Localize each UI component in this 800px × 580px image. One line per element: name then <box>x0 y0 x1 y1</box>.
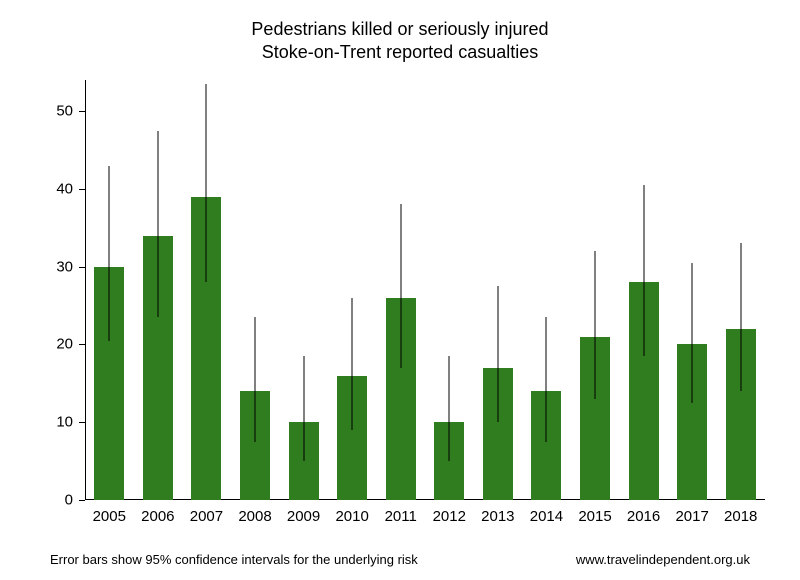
error-bar <box>206 84 207 282</box>
y-tick-label: 50 <box>33 103 73 120</box>
footer-note-left: Error bars show 95% confidence intervals… <box>50 552 418 567</box>
x-tick-label: 2005 <box>93 508 126 525</box>
error-bar <box>692 263 693 403</box>
error-bar <box>303 356 304 461</box>
y-tick-label: 20 <box>33 336 73 353</box>
x-tick-label: 2008 <box>238 508 271 525</box>
x-axis-line <box>85 499 765 500</box>
error-bar <box>497 286 498 422</box>
error-bar <box>740 243 741 391</box>
chart-title-line1: Pedestrians killed or seriously injured <box>0 18 800 41</box>
y-tick <box>79 267 85 268</box>
x-tick-label: 2009 <box>287 508 320 525</box>
y-tick <box>79 111 85 112</box>
error-bar <box>400 204 401 367</box>
error-bar <box>449 356 450 461</box>
error-bar <box>595 251 596 399</box>
footer-note-right: www.travelindependent.org.uk <box>576 552 750 567</box>
y-tick-label: 40 <box>33 180 73 197</box>
x-tick-label: 2018 <box>724 508 757 525</box>
x-tick-label: 2014 <box>530 508 563 525</box>
x-tick-label: 2011 <box>385 508 417 525</box>
x-tick-label: 2015 <box>578 508 611 525</box>
chart-title-line2: Stoke-on-Trent reported casualties <box>0 41 800 64</box>
y-tick <box>79 500 85 501</box>
x-tick-label: 2006 <box>141 508 174 525</box>
x-tick-label: 2012 <box>433 508 466 525</box>
chart-container: Pedestrians killed or seriously injured … <box>0 0 800 580</box>
y-tick-label: 30 <box>33 258 73 275</box>
error-bar <box>109 166 110 341</box>
y-axis-line <box>85 80 86 500</box>
x-tick-label: 2013 <box>481 508 514 525</box>
x-tick-label: 2010 <box>335 508 368 525</box>
error-bar <box>157 131 158 318</box>
error-bar <box>255 317 256 441</box>
x-tick-label: 2017 <box>675 508 708 525</box>
x-tick-label: 2007 <box>190 508 223 525</box>
error-bar <box>643 185 644 356</box>
error-bar <box>546 317 547 441</box>
y-tick <box>79 344 85 345</box>
error-bar <box>352 298 353 430</box>
y-tick-label: 10 <box>33 414 73 431</box>
plot-area: 0102030405020052006200720082009201020112… <box>85 80 765 500</box>
chart-title: Pedestrians killed or seriously injured … <box>0 18 800 63</box>
x-tick-label: 2016 <box>627 508 660 525</box>
y-tick-label: 0 <box>33 492 73 509</box>
y-tick <box>79 189 85 190</box>
y-tick <box>79 422 85 423</box>
